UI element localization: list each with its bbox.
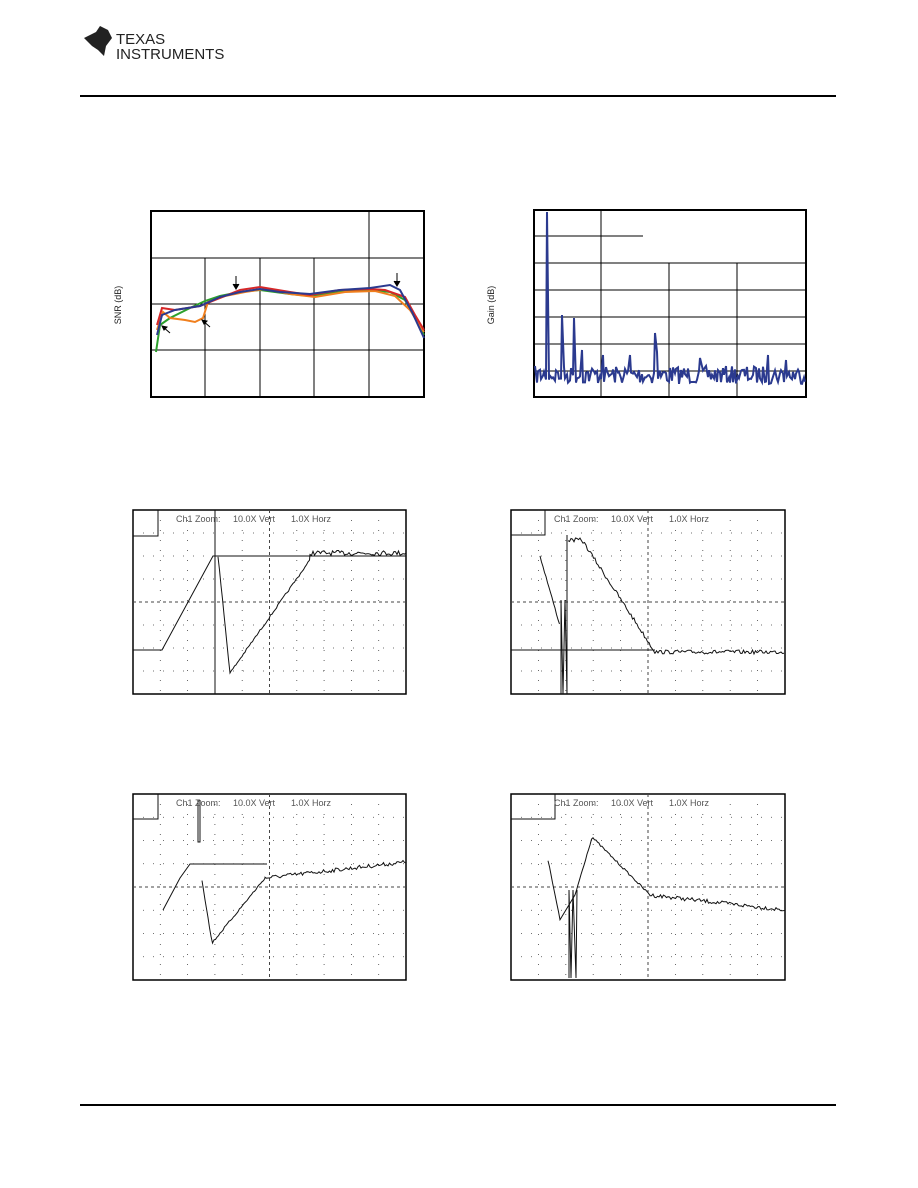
scope-screen: Ch1 Zoom: 10.0X Vert 1.0X Horz bbox=[510, 509, 786, 695]
zoom-label: Ch1 Zoom: bbox=[554, 514, 599, 524]
y-axis-label: Gain (dB) bbox=[486, 286, 496, 325]
curve bbox=[156, 283, 425, 339]
scope-screen: Ch1 Zoom: 10.0X Vert 1.0X Horz bbox=[132, 509, 407, 695]
zoom-vert: 10.0X Vert bbox=[233, 798, 276, 808]
trace bbox=[201, 859, 407, 945]
zoom-vert: 10.0X Vert bbox=[611, 514, 654, 524]
gain-chart: Gain (dB) bbox=[486, 209, 807, 398]
zoom-vert: 10.0X Vert bbox=[233, 514, 276, 524]
logo-line1: TEXAS bbox=[116, 31, 165, 48]
spectrum bbox=[534, 211, 806, 386]
logo-mark bbox=[84, 26, 112, 56]
trace bbox=[217, 549, 407, 675]
zoom-vert: 10.0X Vert bbox=[611, 798, 654, 808]
scopes: Ch1 Zoom: 10.0X Vert 1.0X Horz Ch1 Zoom: 10.… bbox=[132, 509, 786, 981]
trace bbox=[133, 510, 159, 537]
trace bbox=[568, 889, 578, 979]
zoom-horz: 1.0X Horz bbox=[669, 514, 710, 524]
logo: TEXAS INSTRUMENTS bbox=[84, 26, 224, 63]
curve bbox=[156, 287, 425, 333]
y-axis-label: SNR (dB) bbox=[113, 286, 123, 325]
trace bbox=[133, 794, 159, 820]
trace bbox=[547, 837, 786, 922]
trace bbox=[162, 863, 267, 911]
zoom-label: Ch1 Zoom: bbox=[176, 798, 221, 808]
zoom-horz: 1.0X Horz bbox=[291, 514, 332, 524]
zoom-horz: 1.0X Horz bbox=[669, 798, 710, 808]
scope-screen: Ch1 Zoom: 10.0X Vert 1.0X Horz bbox=[132, 793, 407, 981]
grid bbox=[151, 211, 424, 397]
trace bbox=[567, 537, 785, 656]
plot-frame bbox=[533, 209, 807, 398]
trace bbox=[539, 555, 560, 625]
logo-line2: INSTRUMENTS bbox=[116, 46, 224, 63]
trace bbox=[511, 510, 546, 536]
trace bbox=[560, 535, 568, 695]
trace bbox=[511, 794, 556, 820]
zoom-label: Ch1 Zoom: bbox=[176, 514, 221, 524]
trace bbox=[197, 800, 201, 843]
zoom-label: Ch1 Zoom: bbox=[554, 798, 599, 808]
arrows bbox=[161, 273, 401, 334]
snr-chart: SNR (dB) bbox=[113, 210, 425, 398]
scope-screen: Ch1 Zoom: 10.0X Vert 1.0X Horz bbox=[510, 793, 786, 981]
zoom-horz: 1.0X Horz bbox=[291, 798, 332, 808]
